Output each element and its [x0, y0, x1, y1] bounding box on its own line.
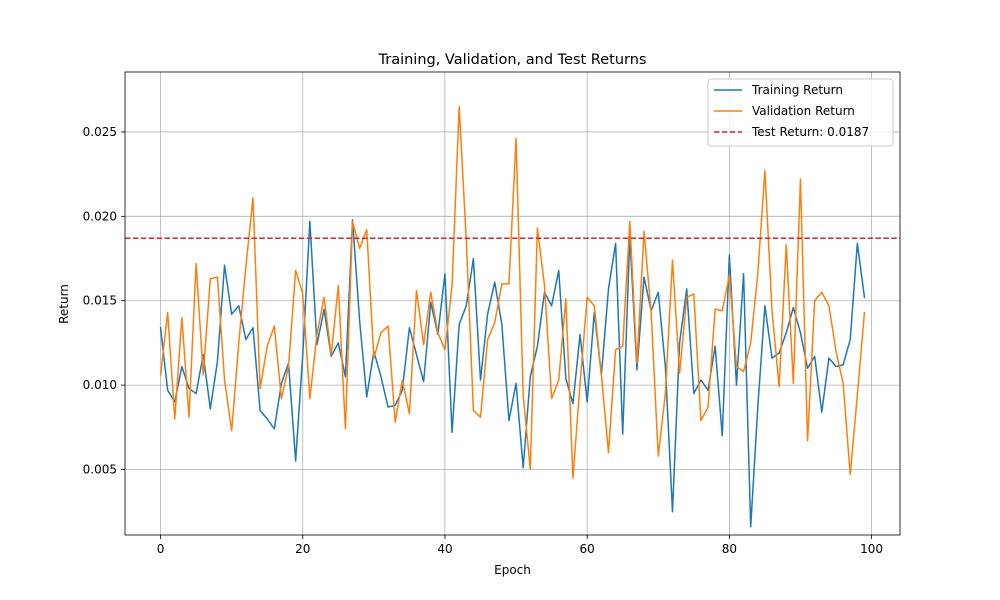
y-tick-label: 0.025 — [83, 125, 117, 139]
legend-label: Training Return — [751, 83, 843, 97]
series-line-training-return — [159, 218, 866, 528]
legend-label: Test Return: 0.0187 — [751, 125, 869, 139]
series-line-validation-return — [159, 105, 866, 479]
y-axis-label: Return — [57, 284, 71, 324]
y-tick-label: 0.020 — [83, 209, 117, 223]
chart-title: Training, Validation, and Test Returns — [378, 52, 647, 68]
x-tick-label: 60 — [580, 542, 595, 556]
x-axis-ticks: 0 20 40 60 80 100 — [157, 535, 883, 556]
x-tick-label: 0 — [157, 542, 165, 556]
y-axis-ticks: 0.005 0.010 0.015 0.020 0.025 — [83, 125, 125, 477]
plot-area-frame — [124, 71, 901, 536]
legend-label: Validation Return — [752, 104, 855, 118]
legend-box — [707, 78, 894, 147]
legend: Training Return Validation Return Test Ret… — [707, 78, 894, 147]
x-axis-label: Epoch — [494, 563, 531, 577]
x-tick-label: 20 — [295, 542, 310, 556]
x-tick-label: 80 — [722, 542, 737, 556]
x-tick-label: 40 — [437, 542, 452, 556]
plot-series — [159, 105, 866, 528]
y-tick-label: 0.005 — [83, 463, 117, 477]
x-tick-label: 100 — [860, 542, 883, 556]
y-tick-label: 0.010 — [83, 378, 117, 392]
y-tick-label: 0.015 — [83, 294, 117, 308]
